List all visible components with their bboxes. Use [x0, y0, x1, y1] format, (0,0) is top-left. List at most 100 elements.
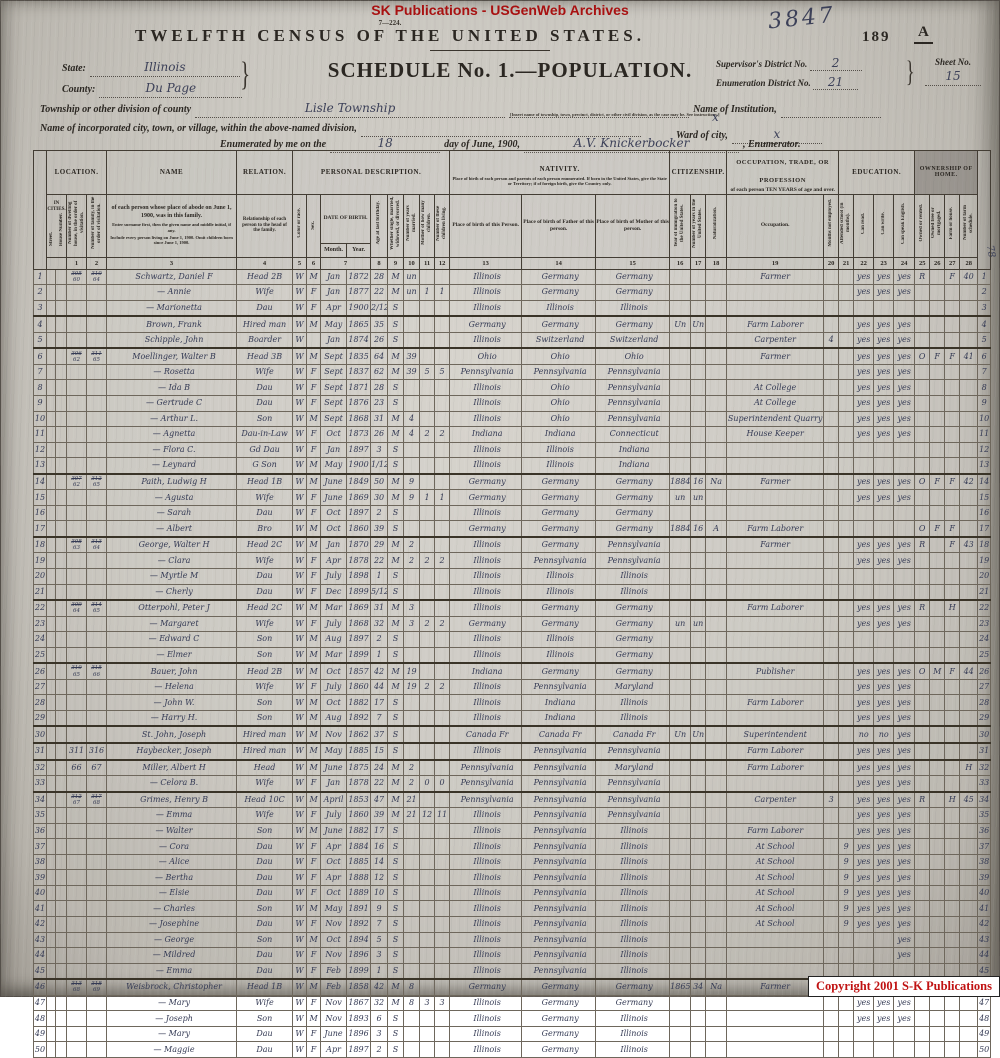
- cell-imm_year: [670, 395, 691, 411]
- cell-age: 64: [371, 348, 388, 364]
- cell-yrs_us: [691, 442, 706, 458]
- cell-months_ne: [824, 695, 839, 711]
- township-value: Lisle Township: [305, 101, 395, 115]
- cell-rownum_l: 38: [34, 854, 47, 870]
- col-header-can-read: Can read.: [854, 194, 874, 257]
- cell-read: yes: [854, 474, 874, 490]
- cell-year: 1876: [347, 395, 371, 411]
- cell-rownum_r: 23: [978, 616, 991, 632]
- cell-year: 1872: [347, 269, 371, 285]
- cell-write: yes: [874, 885, 894, 901]
- cell-dwelling: [67, 839, 87, 855]
- cell-marital: S: [388, 917, 404, 933]
- cell-age: 3: [371, 948, 388, 964]
- cell-occupation: [727, 584, 824, 600]
- cell-yrs_married: 9: [404, 474, 420, 490]
- cell-pob_mother: Germany: [596, 632, 670, 648]
- row-number-header-right: [978, 151, 991, 270]
- cell-house: [56, 285, 67, 301]
- cell-imm_year: [670, 300, 691, 316]
- cell-rownum_r: 10: [978, 411, 991, 427]
- cell-name: — Helena: [107, 679, 237, 695]
- cell-pob_mother: Indiana: [596, 458, 670, 474]
- cell-pob_mother: Pennsylvania: [596, 537, 670, 553]
- cell-mother_of: [420, 792, 435, 808]
- cell-marital: M: [388, 616, 404, 632]
- cell-month: June: [321, 474, 347, 490]
- cell-rownum_r: 5: [978, 332, 991, 348]
- cell-imm_year: [670, 760, 691, 776]
- cell-year: 1899: [347, 584, 371, 600]
- cell-owned: [915, 380, 930, 396]
- cell-school: [839, 695, 854, 711]
- cell-pob_mother: Germany: [596, 647, 670, 663]
- cell-rownum_l: 48: [34, 1011, 47, 1027]
- cell-yrs_us: [691, 600, 706, 616]
- cell-marital: M: [388, 427, 404, 443]
- cell-pob_mother: Pennsylvania: [596, 553, 670, 569]
- cell-occupation: Farmer: [727, 348, 824, 364]
- cell-naturalization: [706, 584, 727, 600]
- cell-living: [435, 839, 450, 855]
- cell-mortgage: [930, 584, 945, 600]
- cell-age: 2: [371, 632, 388, 648]
- cell-school: [839, 1011, 854, 1027]
- cell-year: 1837: [347, 364, 371, 380]
- cell-farm_house: [945, 427, 960, 443]
- cell-write: [874, 1042, 894, 1058]
- cell-marital: S: [388, 1042, 404, 1058]
- cell-name: — Josephine: [107, 917, 237, 933]
- cell-rownum_r: 38: [978, 854, 991, 870]
- cell-year: 1893: [347, 1011, 371, 1027]
- cell-farm_house: [945, 854, 960, 870]
- cell-rownum_r: 42: [978, 917, 991, 933]
- cell-read: yes: [854, 316, 874, 332]
- county-label: County:: [62, 84, 95, 95]
- cell-mortgage: [930, 285, 945, 301]
- col-header-farm-or-house: Farm or house.: [945, 194, 960, 257]
- cell-imm_year: [670, 948, 691, 964]
- cell-mortgage: [930, 854, 945, 870]
- cell-sex: M: [307, 823, 321, 839]
- cell-months_ne: [824, 854, 839, 870]
- cell-imm_year: [670, 1026, 691, 1042]
- cell-pob_mother: Germany: [596, 979, 670, 995]
- col-header-marital-status: Whether single, married, widowed, or div…: [388, 194, 404, 257]
- cell-months_ne: [824, 348, 839, 364]
- cell-year: 1899: [347, 963, 371, 979]
- cell-school: [839, 427, 854, 443]
- cell-write: yes: [874, 285, 894, 301]
- cell-owned: [915, 695, 930, 711]
- cell-year: 1858: [347, 979, 371, 995]
- cell-relation: G Son: [237, 458, 293, 474]
- cell-street: [47, 647, 56, 663]
- cell-yrs_us: [691, 839, 706, 855]
- cell-owned: [915, 332, 930, 348]
- cell-sex: F: [307, 285, 321, 301]
- cell-write: yes: [874, 348, 894, 364]
- cell-pob: Germany: [450, 490, 522, 506]
- cell-mortgage: [930, 332, 945, 348]
- cell-month: Oct: [321, 854, 347, 870]
- cell-farm_sched: [960, 901, 978, 917]
- county-value: Du Page: [146, 81, 197, 95]
- cell-naturalization: [706, 600, 727, 616]
- cell-living: [435, 1042, 450, 1058]
- cell-english: [894, 521, 915, 537]
- cell-months_ne: 4: [824, 332, 839, 348]
- cell-living: 3: [435, 995, 450, 1011]
- cell-farm_house: [945, 505, 960, 521]
- cell-mortgage: [930, 743, 945, 760]
- cell-farm_house: [945, 776, 960, 792]
- cell-owned: [915, 1042, 930, 1058]
- cell-pob_mother: Germany: [596, 995, 670, 1011]
- cell-street: [47, 808, 56, 824]
- cell-farm_house: H: [945, 792, 960, 808]
- cell-write: [874, 458, 894, 474]
- cell-sex: F: [307, 776, 321, 792]
- cell-pob_mother: Pennsylvania: [596, 743, 670, 760]
- cell-owned: [915, 808, 930, 824]
